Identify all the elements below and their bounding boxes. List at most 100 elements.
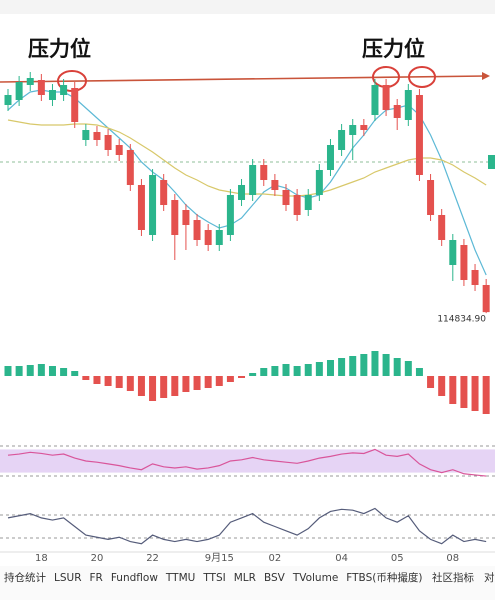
resistance-line xyxy=(0,75,487,83)
candle-body xyxy=(438,215,446,240)
histogram-bar xyxy=(82,376,90,380)
x-tick-label: 9月15 xyxy=(205,552,234,564)
histogram-bar xyxy=(360,354,368,376)
candle-body xyxy=(4,95,12,105)
candle-body xyxy=(260,165,268,180)
histogram-bar xyxy=(404,361,412,376)
toolbar-item[interactable]: FTBS(币种撮度) xyxy=(346,571,422,584)
toolbar-item[interactable]: 对比 xyxy=(484,571,495,584)
candle-body xyxy=(249,165,257,195)
histogram-bar xyxy=(48,366,56,376)
histogram-bar xyxy=(15,366,23,376)
histogram-bar xyxy=(260,368,268,376)
histogram-bar xyxy=(460,376,468,408)
x-tick-label: 05 xyxy=(391,553,404,564)
candle-body xyxy=(460,245,468,280)
annotation: 压力位 xyxy=(362,37,425,61)
candle-body xyxy=(427,180,435,215)
toolbar-item[interactable]: TVolume xyxy=(292,572,338,584)
histogram-bar xyxy=(315,362,323,376)
histogram-bar xyxy=(382,354,390,376)
histogram-bar xyxy=(149,376,157,401)
candle-body xyxy=(171,200,179,235)
candle-body xyxy=(71,88,79,122)
highlight-circle xyxy=(408,66,436,88)
candle-body xyxy=(282,190,290,205)
candle-body xyxy=(115,145,123,155)
candle-body xyxy=(415,95,423,175)
x-tick-label: 20 xyxy=(91,553,104,564)
histogram-bar xyxy=(104,376,112,386)
moving-average xyxy=(7,89,487,276)
candle-body xyxy=(26,78,34,85)
toolbar-item[interactable]: BSV xyxy=(264,572,286,584)
histogram-bar xyxy=(438,376,446,396)
candle-body xyxy=(48,90,56,100)
band xyxy=(0,449,495,473)
histogram-bar xyxy=(215,376,223,386)
annotation: 压力位 xyxy=(28,37,91,61)
histogram-bar xyxy=(37,364,45,376)
candle-body xyxy=(226,195,234,235)
candle-body xyxy=(15,82,23,100)
candle-body xyxy=(349,125,357,135)
histogram-bar xyxy=(249,373,257,376)
histogram-bar xyxy=(171,376,179,396)
histogram-bar xyxy=(115,376,123,388)
candle-body xyxy=(137,185,145,230)
toolbar-item[interactable]: Fundflow xyxy=(111,572,158,584)
arrow-head xyxy=(482,72,490,80)
histogram-bar xyxy=(238,376,246,378)
candle-body xyxy=(182,210,190,225)
histogram-bar xyxy=(271,366,279,376)
price-label-box xyxy=(432,313,488,326)
candle-body xyxy=(471,270,479,285)
histogram-bar xyxy=(393,358,401,376)
candle-body xyxy=(482,285,490,313)
histogram-bar xyxy=(471,376,479,411)
histogram-bar xyxy=(71,371,79,376)
histogram-bar xyxy=(26,365,34,376)
toolbar-item[interactable]: LSUR xyxy=(54,572,82,584)
candle-body xyxy=(338,130,346,150)
histogram-bar xyxy=(4,366,12,376)
x-tick-label: 08 xyxy=(446,553,459,564)
histogram-bar xyxy=(226,376,234,382)
candle-body xyxy=(404,90,412,120)
histogram-bar xyxy=(449,376,457,404)
toolbar-item[interactable]: 社区指标 xyxy=(432,571,474,584)
histogram-bar xyxy=(304,364,312,376)
toolbar-item[interactable]: TTMU xyxy=(165,572,195,584)
histogram-bar xyxy=(482,376,490,414)
candle-body xyxy=(360,125,368,130)
indicator-line xyxy=(7,448,487,477)
candle-body xyxy=(60,85,68,95)
candle-body xyxy=(104,135,112,150)
histogram-bar xyxy=(60,368,68,376)
candle-body xyxy=(126,150,134,185)
toolbar-item[interactable]: TTSI xyxy=(202,572,225,584)
histogram-bar xyxy=(126,376,134,391)
toolbar-item[interactable]: FR xyxy=(90,572,103,584)
histogram-bar xyxy=(193,376,201,390)
candle-body xyxy=(371,85,379,115)
candle-body xyxy=(293,195,301,215)
candle-body xyxy=(93,132,101,140)
candle-body xyxy=(326,145,334,170)
toolbar xyxy=(0,566,495,600)
candle-body xyxy=(304,195,312,210)
indicator-line xyxy=(7,507,487,545)
candle-body xyxy=(215,230,223,245)
price-label: 114834.90 xyxy=(437,315,486,325)
histogram-bar xyxy=(415,368,423,376)
histogram-bar xyxy=(160,376,168,398)
toolbar-item[interactable]: 持仓统计 xyxy=(4,571,46,584)
histogram-bar xyxy=(204,376,212,388)
price-tag xyxy=(488,155,495,169)
moving-average xyxy=(7,119,487,197)
toolbar-item[interactable]: MLR xyxy=(234,572,256,584)
candle-body xyxy=(193,220,201,240)
candle-body xyxy=(82,130,90,140)
histogram-bar xyxy=(338,358,346,376)
